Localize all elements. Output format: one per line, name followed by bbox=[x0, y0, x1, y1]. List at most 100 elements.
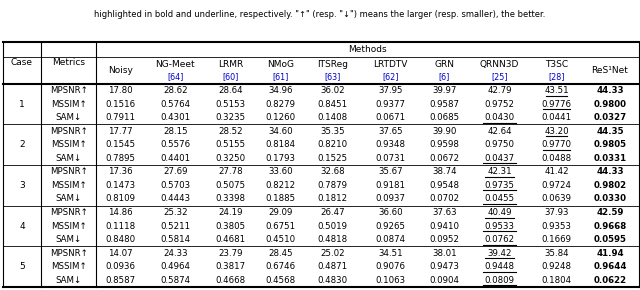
Text: 0.3235: 0.3235 bbox=[216, 113, 246, 122]
Text: 0.1804: 0.1804 bbox=[541, 276, 572, 285]
Text: 0.0437: 0.0437 bbox=[484, 154, 515, 163]
Text: 0.5764: 0.5764 bbox=[161, 99, 191, 108]
Text: 0.5211: 0.5211 bbox=[161, 222, 191, 231]
Text: 39.97: 39.97 bbox=[432, 86, 456, 95]
Text: 0.1545: 0.1545 bbox=[106, 140, 136, 149]
Text: 25.02: 25.02 bbox=[321, 249, 345, 258]
Text: 0.5075: 0.5075 bbox=[216, 181, 246, 190]
Text: [62]: [62] bbox=[383, 72, 399, 81]
Text: 43.51: 43.51 bbox=[544, 86, 569, 95]
Text: 0.9735: 0.9735 bbox=[484, 181, 515, 190]
Text: SAM↓: SAM↓ bbox=[56, 113, 82, 122]
Text: 33.60: 33.60 bbox=[268, 167, 292, 176]
Text: 0.5155: 0.5155 bbox=[216, 140, 246, 149]
Text: 0.9076: 0.9076 bbox=[376, 262, 406, 271]
Text: 39.42: 39.42 bbox=[487, 249, 512, 258]
Text: MPSNR↑: MPSNR↑ bbox=[50, 127, 88, 136]
Text: 5: 5 bbox=[19, 262, 25, 271]
Text: [6]: [6] bbox=[438, 72, 450, 81]
Text: 29.09: 29.09 bbox=[268, 208, 292, 217]
Text: 27.78: 27.78 bbox=[218, 167, 243, 176]
Text: 14.07: 14.07 bbox=[108, 249, 133, 258]
Text: MSSIM↑: MSSIM↑ bbox=[51, 99, 86, 108]
Text: 28.64: 28.64 bbox=[218, 86, 243, 95]
Text: 24.33: 24.33 bbox=[163, 249, 188, 258]
Text: 0.9181: 0.9181 bbox=[376, 181, 406, 190]
Text: 0.9644: 0.9644 bbox=[593, 262, 627, 271]
Text: 0.3398: 0.3398 bbox=[216, 195, 246, 204]
Text: [28]: [28] bbox=[548, 72, 564, 81]
Text: 36.60: 36.60 bbox=[378, 208, 403, 217]
Text: 0.9353: 0.9353 bbox=[541, 222, 572, 231]
Text: 41.42: 41.42 bbox=[544, 167, 569, 176]
Text: 0.5019: 0.5019 bbox=[318, 222, 348, 231]
Text: LRTDTV: LRTDTV bbox=[374, 60, 408, 69]
Text: 0.9770: 0.9770 bbox=[541, 140, 572, 149]
Text: 17.80: 17.80 bbox=[108, 86, 133, 95]
Text: ReS¹Net: ReS¹Net bbox=[591, 66, 628, 75]
Text: 0.9377: 0.9377 bbox=[376, 99, 406, 108]
Text: SAM↓: SAM↓ bbox=[56, 195, 82, 204]
Text: 0.0904: 0.0904 bbox=[429, 276, 460, 285]
Text: MPSNR↑: MPSNR↑ bbox=[50, 167, 88, 176]
Text: 0.8587: 0.8587 bbox=[106, 276, 136, 285]
Text: 0.5874: 0.5874 bbox=[161, 276, 191, 285]
Text: 28.45: 28.45 bbox=[268, 249, 292, 258]
Text: 0.5814: 0.5814 bbox=[161, 235, 191, 244]
Text: 0.1669: 0.1669 bbox=[541, 235, 572, 244]
Text: SAM↓: SAM↓ bbox=[56, 276, 82, 285]
Text: 0.5703: 0.5703 bbox=[161, 181, 191, 190]
Text: 0.8451: 0.8451 bbox=[317, 99, 348, 108]
Text: 0.4681: 0.4681 bbox=[216, 235, 246, 244]
Text: 0.0327: 0.0327 bbox=[593, 113, 627, 122]
Text: [60]: [60] bbox=[223, 72, 239, 81]
Text: NMoG: NMoG bbox=[267, 60, 294, 69]
Text: Noisy: Noisy bbox=[108, 66, 133, 75]
Text: Metrics: Metrics bbox=[52, 58, 85, 67]
Text: 42.31: 42.31 bbox=[487, 167, 512, 176]
Text: MSSIM↑: MSSIM↑ bbox=[51, 222, 86, 231]
Text: Methods: Methods bbox=[348, 45, 387, 54]
Text: 40.49: 40.49 bbox=[487, 208, 512, 217]
Text: 0.9265: 0.9265 bbox=[376, 222, 406, 231]
Text: 0.8210: 0.8210 bbox=[317, 140, 348, 149]
Text: 0.4568: 0.4568 bbox=[265, 276, 296, 285]
Text: 0.7879: 0.7879 bbox=[318, 181, 348, 190]
Text: 0.7911: 0.7911 bbox=[106, 113, 136, 122]
Text: 0.1408: 0.1408 bbox=[317, 113, 348, 122]
Text: 0.9776: 0.9776 bbox=[541, 99, 572, 108]
Text: 0.0685: 0.0685 bbox=[429, 113, 460, 122]
Text: 0.3250: 0.3250 bbox=[216, 154, 246, 163]
Text: 0.0809: 0.0809 bbox=[484, 276, 515, 285]
Text: highlighted in bold and underline, respectively. "↑" (resp. "↓") means the large: highlighted in bold and underline, respe… bbox=[94, 10, 546, 19]
Text: 0.8480: 0.8480 bbox=[106, 235, 136, 244]
Text: 28.15: 28.15 bbox=[163, 127, 188, 136]
Text: 34.51: 34.51 bbox=[378, 249, 403, 258]
Text: 0.0330: 0.0330 bbox=[593, 195, 627, 204]
Text: 0.9805: 0.9805 bbox=[593, 140, 627, 149]
Text: 0.1793: 0.1793 bbox=[266, 154, 295, 163]
Text: 0.5153: 0.5153 bbox=[216, 99, 246, 108]
Text: 0.4443: 0.4443 bbox=[161, 195, 191, 204]
Text: 0.9448: 0.9448 bbox=[484, 262, 515, 271]
Text: 41.94: 41.94 bbox=[596, 249, 624, 258]
Text: [25]: [25] bbox=[492, 72, 508, 81]
Text: 0.8109: 0.8109 bbox=[106, 195, 136, 204]
Text: MSSIM↑: MSSIM↑ bbox=[51, 262, 86, 271]
Text: 0.1885: 0.1885 bbox=[265, 195, 296, 204]
Text: MSSIM↑: MSSIM↑ bbox=[51, 181, 86, 190]
Text: 37.63: 37.63 bbox=[432, 208, 457, 217]
Text: 27.69: 27.69 bbox=[163, 167, 188, 176]
Text: 0.9548: 0.9548 bbox=[429, 181, 460, 190]
Text: GRN: GRN bbox=[435, 60, 454, 69]
Text: 0.9348: 0.9348 bbox=[376, 140, 406, 149]
Text: 17.36: 17.36 bbox=[108, 167, 133, 176]
Text: 24.19: 24.19 bbox=[218, 208, 243, 217]
Text: 0.4830: 0.4830 bbox=[317, 276, 348, 285]
Text: 35.67: 35.67 bbox=[378, 167, 403, 176]
Text: 0.9473: 0.9473 bbox=[429, 262, 460, 271]
Text: 0.0441: 0.0441 bbox=[541, 113, 572, 122]
Text: 0.5576: 0.5576 bbox=[161, 140, 191, 149]
Text: 38.74: 38.74 bbox=[432, 167, 457, 176]
Text: 0.9248: 0.9248 bbox=[541, 262, 572, 271]
